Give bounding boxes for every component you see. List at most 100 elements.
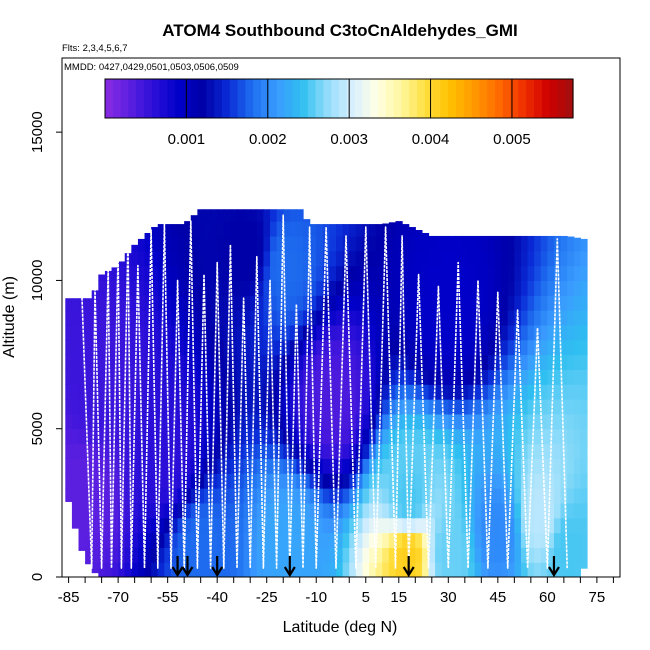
field-cell [487,517,496,534]
field-cell [501,295,509,311]
field-cell [553,295,562,311]
field-cell [342,443,350,459]
field-cell [520,562,529,577]
field-cell [217,547,225,563]
field-cell [448,265,456,282]
field-cell [573,250,581,267]
field-cell [527,443,535,459]
field-cell [362,547,370,563]
field-cell [540,428,548,445]
field-cell [527,354,535,370]
field-cell [514,354,522,370]
field-cell [184,235,192,252]
field-cell [520,532,529,548]
field-cell [65,413,73,430]
field-cell [223,235,231,252]
field-cell [190,369,198,385]
field-cell [540,369,548,385]
field-cell [520,280,529,296]
field-cell [78,399,86,415]
field-cell [382,280,390,296]
field-cell [111,473,119,489]
field-cell [461,473,469,489]
field-cell [65,428,73,445]
field-cell [303,562,311,577]
field-cell [408,488,416,504]
field-cell [461,295,469,311]
field-cell [85,369,93,385]
field-cell [547,384,555,400]
field-cell [580,502,588,519]
field-cell [289,473,298,489]
field-cell [540,443,548,459]
field-cell [131,339,139,356]
field-cell [567,310,575,326]
field-cell [415,399,423,415]
field-cell [78,428,86,445]
field-cell [494,280,502,296]
field-cell [250,458,258,474]
field-cell [197,532,205,548]
field-cell [144,473,152,489]
field-cell [441,339,449,356]
field-cell [342,224,350,237]
field-cell [382,354,390,370]
field-cell [91,458,99,474]
field-cell [283,502,291,519]
field-cell [230,250,238,267]
field-cell [560,354,568,370]
colorbar-swatch [175,79,184,118]
field-cell [98,295,106,311]
field-cell [382,488,390,504]
field-cell [164,547,172,563]
field-cell [144,517,152,534]
field-cell [144,562,152,577]
field-cell [296,295,304,311]
field-cell [336,547,344,563]
field-cell [137,562,146,577]
field-cell [256,369,265,385]
field-cell [342,354,350,370]
field-cell [85,413,93,430]
field-cell [487,502,496,519]
field-cell [170,443,179,459]
field-cell [118,562,126,577]
field-cell [223,369,231,385]
field-cell [402,369,410,385]
field-cell [322,547,331,563]
field-cell [336,324,344,341]
field-cell [91,295,99,311]
field-cell [547,250,555,267]
field-cell [441,443,449,459]
field-cell [336,384,344,400]
field-cell [461,502,469,519]
field-cell [375,532,383,548]
field-cell [131,354,139,370]
field-cell [190,547,198,563]
field-cell [534,473,542,489]
field-cell [303,502,311,519]
field-cell [547,428,555,445]
field-cell [118,502,126,519]
field-cell [104,369,113,385]
field-cell [137,265,146,282]
field-cell [435,428,443,445]
field-cell [270,517,278,534]
field-cell [131,458,139,474]
field-cell [131,295,139,311]
field-cell [283,324,291,341]
field-cell [428,354,436,370]
field-cell [415,235,423,252]
field-cell [263,265,271,282]
field-cell [170,310,179,326]
field-cell [375,428,383,445]
field-cell [375,369,383,385]
field-cell [71,443,80,459]
field-cell [540,399,548,415]
colorbar-swatch [159,79,168,118]
field-cell [507,250,515,267]
field-cell [256,502,265,519]
field-cell [540,384,548,400]
field-cell [461,250,469,267]
field-cell [408,265,416,282]
